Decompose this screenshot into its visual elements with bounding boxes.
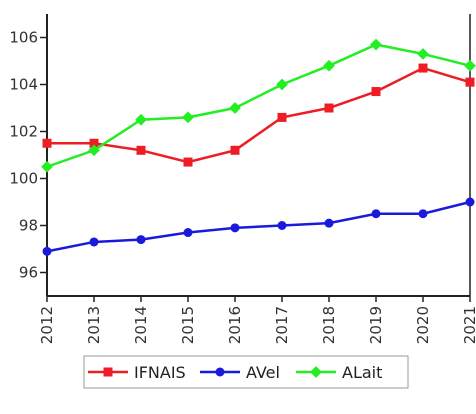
- series-line-avel: [46, 200, 471, 253]
- series-avel: [42, 197, 475, 256]
- x-tick-label: 2016: [226, 306, 244, 344]
- data-point-alait: [323, 59, 335, 72]
- x-tick-label: 2014: [132, 306, 150, 344]
- data-point-alait: [276, 78, 288, 91]
- y-tick-label: 96: [19, 264, 38, 282]
- x-axis-ticks: 2012 2013 2014 2015 2016 2017 2018 2019 2020 2021: [38, 296, 476, 344]
- y-tick-label: 104: [9, 76, 38, 94]
- data-point-alait: [370, 38, 382, 51]
- data-point-avel: [136, 235, 146, 245]
- data-point-ifnais: [183, 157, 193, 167]
- data-point-ifnais: [465, 77, 475, 87]
- data-point-avel: [465, 197, 475, 207]
- data-point-alait: [41, 160, 53, 173]
- y-tick-label: 106: [9, 29, 38, 47]
- data-point-avel: [324, 218, 334, 228]
- data-point-avel: [42, 246, 52, 256]
- data-point-ifnais: [371, 87, 381, 97]
- data-point-avel: [371, 209, 381, 219]
- data-point-ifnais: [89, 138, 99, 148]
- legend-label-avel: AVel: [246, 363, 280, 382]
- legend-marker-ifnais: [103, 367, 113, 377]
- data-point-alait: [88, 144, 100, 157]
- data-point-avel: [183, 228, 193, 238]
- data-point-ifnais: [42, 138, 52, 148]
- legend-item-alait: ALait: [296, 363, 382, 382]
- x-tick-label: 2018: [320, 306, 338, 344]
- x-tick-label: 2020: [414, 306, 432, 344]
- series-line-ifnais: [47, 66, 471, 164]
- data-point-alait: [464, 59, 476, 72]
- legend-item-ifnais: IFNAIS: [88, 363, 186, 382]
- legend-box: [83, 355, 409, 389]
- y-tick-label: 100: [9, 170, 38, 188]
- series-alait: [41, 38, 476, 173]
- series-layer: [41, 38, 476, 256]
- y-axis-ticks: 96 98 100 102 104 106: [9, 29, 47, 282]
- data-point-avel: [89, 237, 99, 247]
- data-point-avel: [230, 223, 240, 233]
- legend-marker-avel: [215, 367, 225, 377]
- data-point-ifnais: [418, 63, 428, 73]
- x-tick-label: 2017: [273, 306, 291, 344]
- data-point-ifnais: [277, 112, 287, 122]
- legend-item-avel: AVel: [200, 363, 280, 382]
- data-point-ifnais: [324, 103, 334, 113]
- legend: IFNAIS AVel ALait: [83, 355, 409, 389]
- x-tick-label: 2012: [38, 306, 56, 344]
- data-point-ifnais: [230, 145, 240, 155]
- data-point-avel: [418, 209, 428, 219]
- legend-label-ifnais: IFNAIS: [134, 363, 186, 382]
- x-tick-label: 2015: [179, 306, 197, 344]
- legend-marker-alait: [310, 366, 322, 378]
- x-tick-label: 2019: [367, 306, 385, 344]
- y-tick-label: 98: [19, 217, 38, 235]
- data-point-avel: [277, 221, 287, 230]
- data-point-alait: [182, 111, 194, 124]
- series-ifnais: [42, 63, 475, 167]
- x-tick-label: 2013: [85, 306, 103, 344]
- legend-items: IFNAIS AVel ALait: [88, 363, 382, 382]
- data-point-alait: [229, 102, 241, 114]
- x-tick-label: 2021: [461, 306, 476, 344]
- series-line-alait: [46, 43, 471, 168]
- data-point-alait: [417, 48, 429, 60]
- y-tick-label: 102: [9, 123, 38, 141]
- data-point-ifnais: [136, 145, 146, 155]
- data-point-alait: [135, 113, 147, 126]
- legend-label-alait: ALait: [342, 363, 382, 382]
